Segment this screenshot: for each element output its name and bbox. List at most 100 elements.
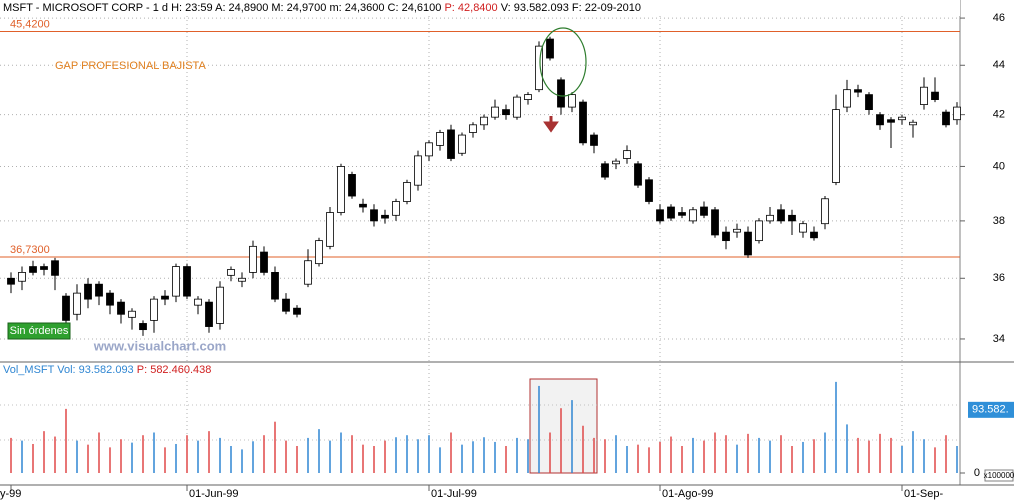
candle-body [73,292,81,315]
candle-body [755,220,763,242]
candle-body [238,277,246,282]
candle-body [909,121,917,126]
candle-body [579,101,587,144]
candle-body [227,269,235,276]
x-tick-label: 01-Jun-99 [189,488,239,500]
candle-body [403,182,411,202]
candle-body [865,94,873,111]
candle-body [920,86,928,105]
x-tick-label: 01-Sep- [904,488,943,500]
candle-body [832,109,840,183]
candle-body [293,307,301,315]
candle-body [887,119,895,123]
candle-body [744,231,752,256]
candle-body [304,260,312,285]
candle-body [392,201,400,216]
candle-body [249,245,257,273]
candle-body [623,150,631,159]
candle-body [414,155,422,186]
y-tick-label: 36 [993,272,1005,284]
candle-body [161,295,169,300]
y-tick-label: 34 [993,333,1005,345]
candle-body [447,129,455,159]
candle-body [557,79,565,108]
y-tick-label: 40 [993,160,1005,172]
header-rest: V: 93.582.093 F: 22-09-2010 [501,2,641,14]
candle-body [469,124,477,133]
candle-body [535,45,543,91]
candle-body [722,231,730,242]
candle-body [480,116,488,126]
candle-body [425,142,433,157]
annotation: GAP PROFESIONAL BAJISTA [55,60,206,72]
y-tick-label: 46 [993,12,1005,24]
candle-body [898,116,906,121]
candle-body [183,266,191,297]
candle-body [953,106,961,121]
level-label: 45,4200 [10,18,50,30]
volume-header: Vol_MSFT Vol: 93.582.093 P: 582.460.438 [3,364,211,376]
candle-body [931,91,939,100]
candle-body [95,283,103,297]
candle-body [678,212,686,216]
candle-body [326,212,334,247]
candle-body [689,209,697,222]
candle-body [854,89,862,93]
candle-body [106,292,114,306]
candle-body [700,206,708,216]
volume-price: P: 582.460.438 [137,364,212,376]
candle-body [656,209,664,222]
candle-body [524,94,532,100]
candle-body [150,298,158,321]
candle-body [348,174,356,197]
candle-body [40,266,48,270]
candle-body [546,38,554,59]
candle-body [711,209,719,236]
header-price: P: 42,8400 [444,2,497,14]
candle-body [568,94,576,108]
candle-body [117,301,125,315]
candle-body [18,272,26,282]
header: MSFT - MICROSOFT CORP - 1 d H: 23:59 A: … [3,2,641,14]
candle-body [194,298,202,306]
candle-body [436,132,444,146]
level-label: 36,7300 [10,244,50,256]
x-tick-label: y-99 [0,488,21,500]
candle-body [271,272,279,300]
highlight-ellipse [539,27,587,97]
candle-body [128,310,136,318]
candle-body [513,96,521,118]
last-box [968,401,1014,418]
candle-body [282,298,290,312]
candle-body [843,89,851,108]
y-tick-label: 44 [993,59,1005,71]
candle-body [590,134,598,146]
volume-name: Vol_MSFT [3,364,55,376]
x-tick-label: 01-Jul-99 [431,488,477,500]
y-tick-label: 38 [993,215,1005,227]
candle-body [788,214,796,222]
candle-body [799,223,807,233]
candle-body [359,203,367,208]
header-text: MSFT - MICROSOFT CORP - 1 d H: 23:59 A: … [3,2,441,14]
candle-body [645,179,653,202]
candle-body [876,114,884,126]
candle-body [216,286,224,324]
candle-body [733,228,741,233]
candle-body [62,295,70,321]
candle-body [172,266,180,297]
candle-body [821,198,829,225]
watermark: www.visualchart.com [93,338,226,353]
candle-body [458,134,466,154]
header-bg [0,0,960,16]
candle-body [777,209,785,222]
candle-body [51,260,59,276]
candle-body [370,209,378,222]
unit: x100000 [984,471,1014,480]
down-arrow [543,116,559,133]
candle-body [205,301,213,327]
candle-body [612,160,620,165]
y-tick-label: 0 [974,467,980,479]
